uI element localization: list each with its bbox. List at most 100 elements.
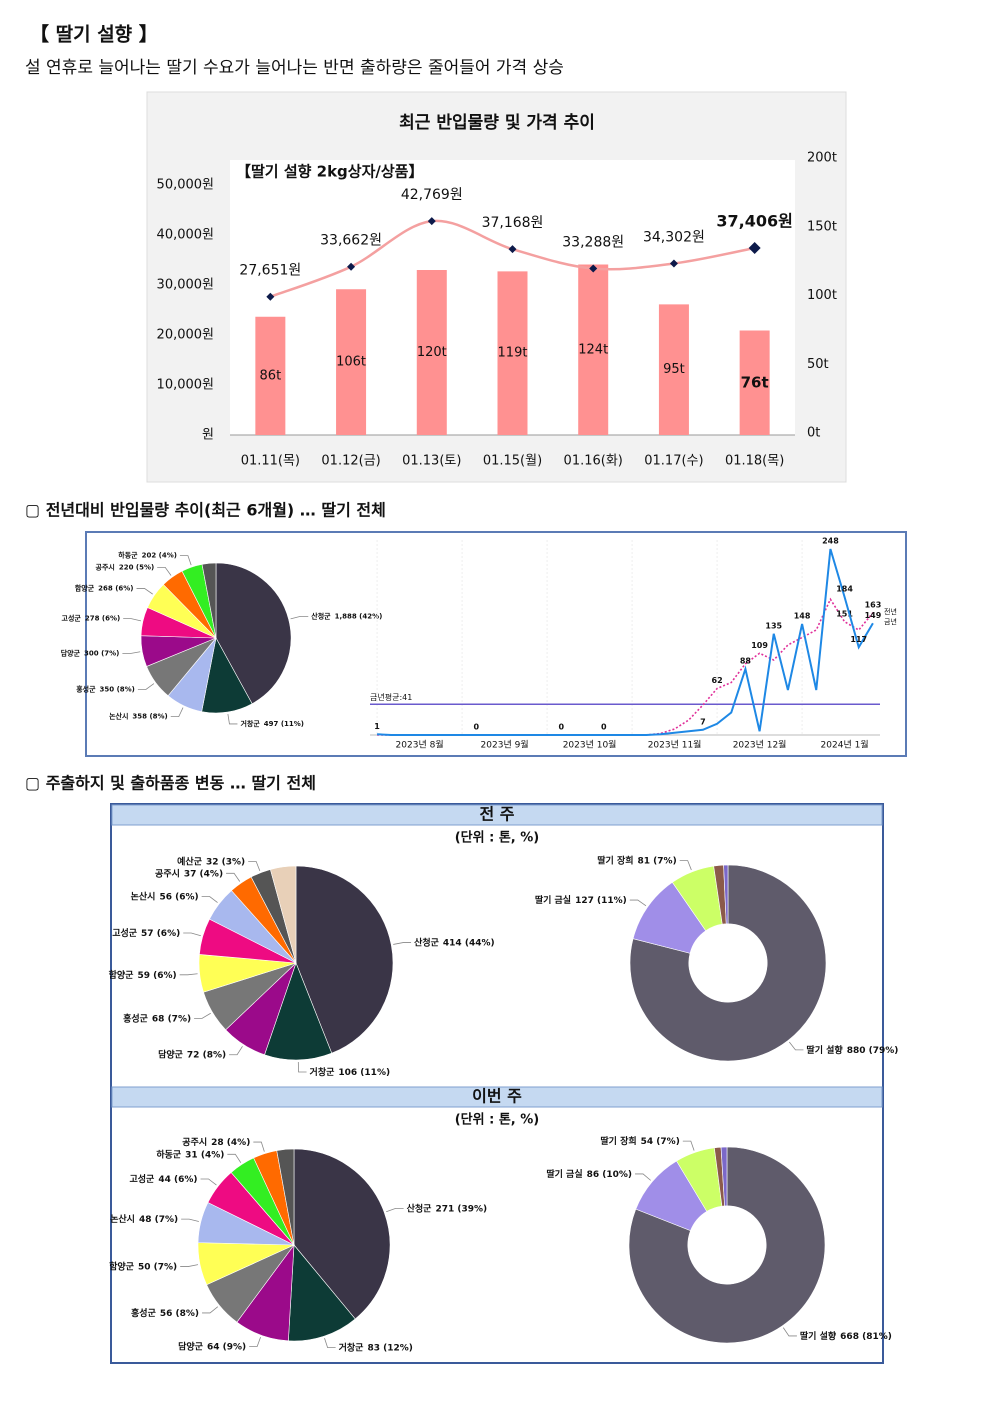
pie-slice [628,1146,826,1344]
slice-value: 56 (8%) [160,1308,199,1318]
point-label: 109 [751,641,768,650]
slice-label: 딸기 장희 54 (7%) [600,1135,679,1147]
slice-name: 거창군 [310,1065,336,1077]
bar [739,330,770,435]
point-label: 148 [794,612,811,621]
leader-line [229,1046,243,1056]
slice-name: 함양군 [75,583,95,592]
pie-slice [276,1148,295,1246]
leader-line [635,1173,651,1181]
point-label: 88 [740,657,752,666]
slice-label: 함양군 50 (7%) [109,1260,177,1272]
bar [255,316,286,435]
slice-label: 함양군 59 (6%) [109,968,177,980]
point-label: 62 [712,676,723,685]
slice-value: 268 (6%) [98,584,133,592]
point-label: 1 [374,722,380,731]
x-tick-label: 01.18(목) [725,454,784,469]
point-label: 34,302원 [643,229,705,245]
slice-name: 산청군 [407,1202,433,1214]
y-tick-label: 원 [202,428,214,443]
leader-line [137,683,155,690]
slice-label: 하동군 202 (4%) [118,551,177,560]
slice-name: 산청군 [311,611,331,620]
slice-value: 497 (11%) [264,720,304,728]
x-tick-label: 2024년 1월 [821,739,869,751]
slice-value: 81 (7%) [638,856,677,866]
x-tick-label: 2023년 11월 [648,739,702,751]
x-tick-label: 01.15(월) [483,454,542,469]
chart-label: 【딸기 설향 2kg상자/상품】 [236,163,423,181]
slice-value: 72 (8%) [187,1050,226,1060]
leader-line [324,1338,336,1349]
y-tick-label: 50,000원 [157,178,214,193]
slice-name: 논산시 [109,712,128,721]
leader-line [123,618,142,622]
slice-name: 담양군 [158,1048,184,1060]
y2-tick-label: 200t [807,151,837,166]
y-tick-label: 30,000원 [157,278,214,293]
slice-value: 48 (7%) [139,1215,178,1225]
slice-value: 64 (9%) [207,1342,246,1352]
average-label: 금년평균:41 [370,692,412,702]
point-label: 0 [473,723,479,732]
slice-value: 37 (4%) [184,869,223,879]
leader-line [136,588,153,595]
slice-name: 고성군 [62,614,82,623]
slice-label: 거창군 106 (11%) [310,1065,391,1077]
y2-tick-label: 0t [807,426,820,441]
panel-header [111,1086,883,1108]
point-label: 135 [765,621,782,630]
slice-label: 고성군 278 (6%) [62,614,121,623]
slice-value: 57 (6%) [141,929,180,939]
page-title: 【 딸기 설향 】 [30,23,158,46]
bar-label: 119t [498,346,528,361]
pie-slice [295,865,394,1054]
slice-name: 홍성군 [123,1012,149,1024]
leader-line [201,896,218,903]
slice-name: 예산군 [177,855,203,867]
leader-line [386,1207,404,1213]
leader-line [782,1327,797,1337]
slice-label: 하동군 31 (4%) [156,1148,224,1160]
x-tick-label: 2023년 9월 [481,739,529,751]
x-tick-label: 2023년 12월 [733,739,787,751]
slice-name: 산청군 [414,936,440,948]
unit-label: (단위 : 톤, %) [455,1112,540,1128]
slice-label: 함양군 268 (6%) [75,583,134,592]
slice-value: 28 (4%) [211,1138,250,1148]
bar [578,264,609,435]
point-label: 151 [836,609,853,618]
slice-value: 271 (39%) [435,1204,487,1214]
slice-name: 홍성군 [131,1306,157,1318]
slice-label: 담양군 72 (8%) [158,1048,226,1060]
slice-label: 산청군 1,888 (42%) [311,611,382,620]
slice-value: 83 (12%) [367,1343,412,1353]
point-label: 0 [558,723,564,732]
slice-label: 홍성군 68 (7%) [123,1012,191,1024]
y-tick-label: 20,000원 [157,328,214,343]
y2-tick-label: 100t [807,288,837,303]
slice-name: 담양군 [61,649,81,658]
slice-label: 산청군 271 (39%) [407,1202,488,1214]
slice-value: 32 (3%) [206,857,245,867]
bar [658,304,689,435]
point-marker [589,264,598,273]
leader-line [682,1140,695,1151]
point-marker [266,292,275,301]
leader-line [170,707,184,718]
slice-value: 1,888 (42%) [335,612,383,620]
slice-value: 880 (79%) [847,1045,899,1055]
slice-name: 고성군 [112,927,138,939]
panel-title: 전 주 [479,805,514,824]
slice-value: 106 (11%) [338,1067,390,1077]
leader-line [249,1336,261,1347]
slice-name: 딸기 금실 [546,1167,582,1179]
slice-name: 하동군 [156,1148,182,1160]
unit-label: (단위 : 톤, %) [455,830,540,846]
slice-name: 홍성군 [76,685,96,694]
point-marker [427,217,436,226]
y2-tick-label: 150t [807,219,837,234]
pie-slice [288,1244,356,1342]
leader-line [122,651,141,654]
